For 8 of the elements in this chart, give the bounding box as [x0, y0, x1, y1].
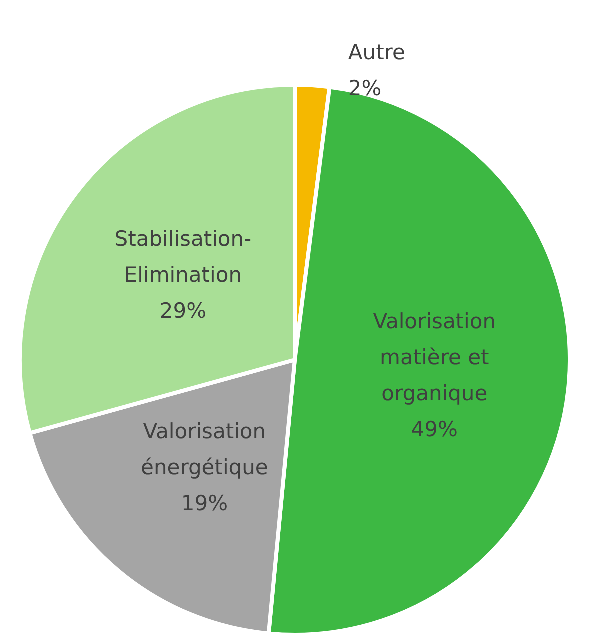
- slice-label: Autre: [348, 40, 406, 65]
- slice-label: Valorisation énergétique: [141, 420, 268, 480]
- slice-label: Stabilisation-Elimination: [114, 226, 252, 287]
- slice-label: Valorisation matière et organique: [373, 310, 496, 406]
- data-label: 19%: [181, 492, 228, 516]
- data-label: 29%: [160, 298, 207, 323]
- data-label: 49%: [411, 418, 458, 442]
- data-label: 2%: [348, 76, 382, 101]
